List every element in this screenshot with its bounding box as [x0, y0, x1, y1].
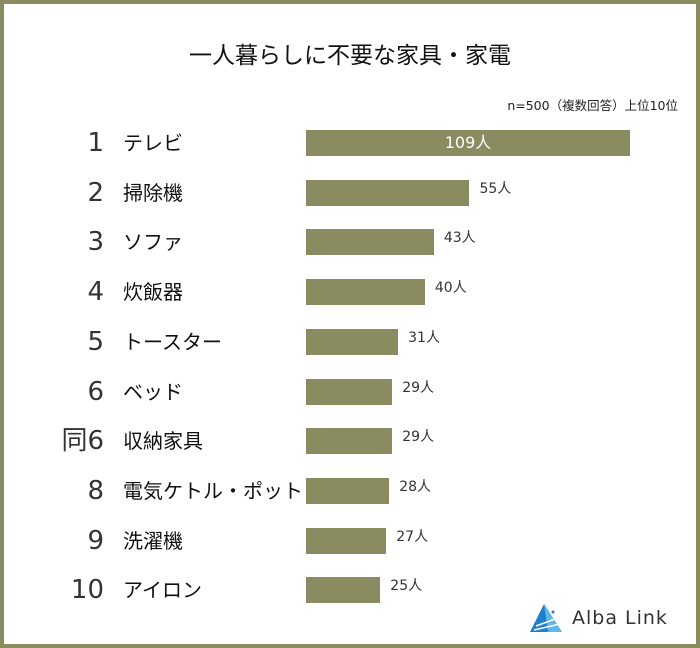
value-label: 29人	[402, 379, 435, 396]
bar-row: 1 テレビ 109人	[0, 128, 700, 158]
logo-mark-icon	[530, 604, 562, 632]
rank-label: 8	[87, 475, 104, 506]
value-label: 25人	[390, 578, 423, 595]
bar-row: 5 トースター 31人	[0, 327, 700, 357]
rank-label: 9	[87, 525, 104, 556]
value-label: 28人	[399, 478, 432, 495]
bar	[306, 428, 393, 455]
bar-row: 6 ベッド 29人	[0, 377, 700, 407]
chart-title: 一人暮らしに不要な家具・家電	[189, 43, 511, 69]
alba-link-logo: Alba Link	[528, 602, 668, 634]
bar	[306, 477, 390, 504]
category-label: アイロン	[123, 578, 202, 603]
value-label: 43人	[443, 230, 476, 247]
bar-row: 同6 収納家具 29人	[0, 426, 700, 456]
bar	[306, 179, 470, 206]
bar-row: 8 電気ケトル・ポット 28人	[0, 476, 700, 506]
rank-label: 5	[87, 326, 104, 357]
bar-row: 9 洗濯機 27人	[0, 526, 700, 556]
logo-text: Alba Link	[572, 607, 668, 629]
rank-label: 4	[87, 277, 104, 308]
category-label: 電気ケトル・ポット	[123, 478, 303, 503]
category-label: 掃除機	[123, 180, 183, 205]
category-label: トースター	[123, 329, 222, 354]
bar-row: 4 炊飯器 40人	[0, 277, 700, 307]
bar	[306, 130, 630, 156]
bar-row: 3 ソファ 43人	[0, 227, 700, 257]
bar-row: 2 掃除機 55人	[0, 178, 700, 208]
value-label: 55人	[479, 180, 512, 197]
rank-label: 10	[70, 575, 104, 606]
bar-row: 10 アイロン 25人	[0, 575, 700, 605]
category-label: ベッド	[123, 379, 183, 404]
value-label: 27人	[396, 528, 429, 545]
category-label: テレビ	[123, 131, 183, 155]
value-label: 29人	[402, 429, 435, 446]
bar	[306, 229, 434, 256]
sample-note: n=500（複数回答）上位10位	[507, 98, 678, 113]
bar	[306, 527, 387, 554]
bar	[306, 378, 393, 405]
bar	[306, 577, 381, 604]
rank-label: 3	[87, 227, 104, 258]
bar	[306, 279, 425, 306]
rank-label: 同6	[61, 426, 104, 457]
category-label: 炊飯器	[123, 280, 183, 305]
value-label: 31人	[408, 329, 440, 346]
bar	[306, 328, 399, 355]
rank-label: 6	[87, 376, 104, 407]
rank-label: 1	[87, 128, 104, 158]
value-label: 109人	[444, 133, 492, 152]
value-label: 40人	[434, 280, 467, 297]
category-label: ソファ	[123, 230, 183, 255]
category-label: 収納家具	[123, 429, 203, 454]
category-label: 洗濯機	[123, 528, 183, 553]
rank-label: 2	[87, 177, 104, 208]
